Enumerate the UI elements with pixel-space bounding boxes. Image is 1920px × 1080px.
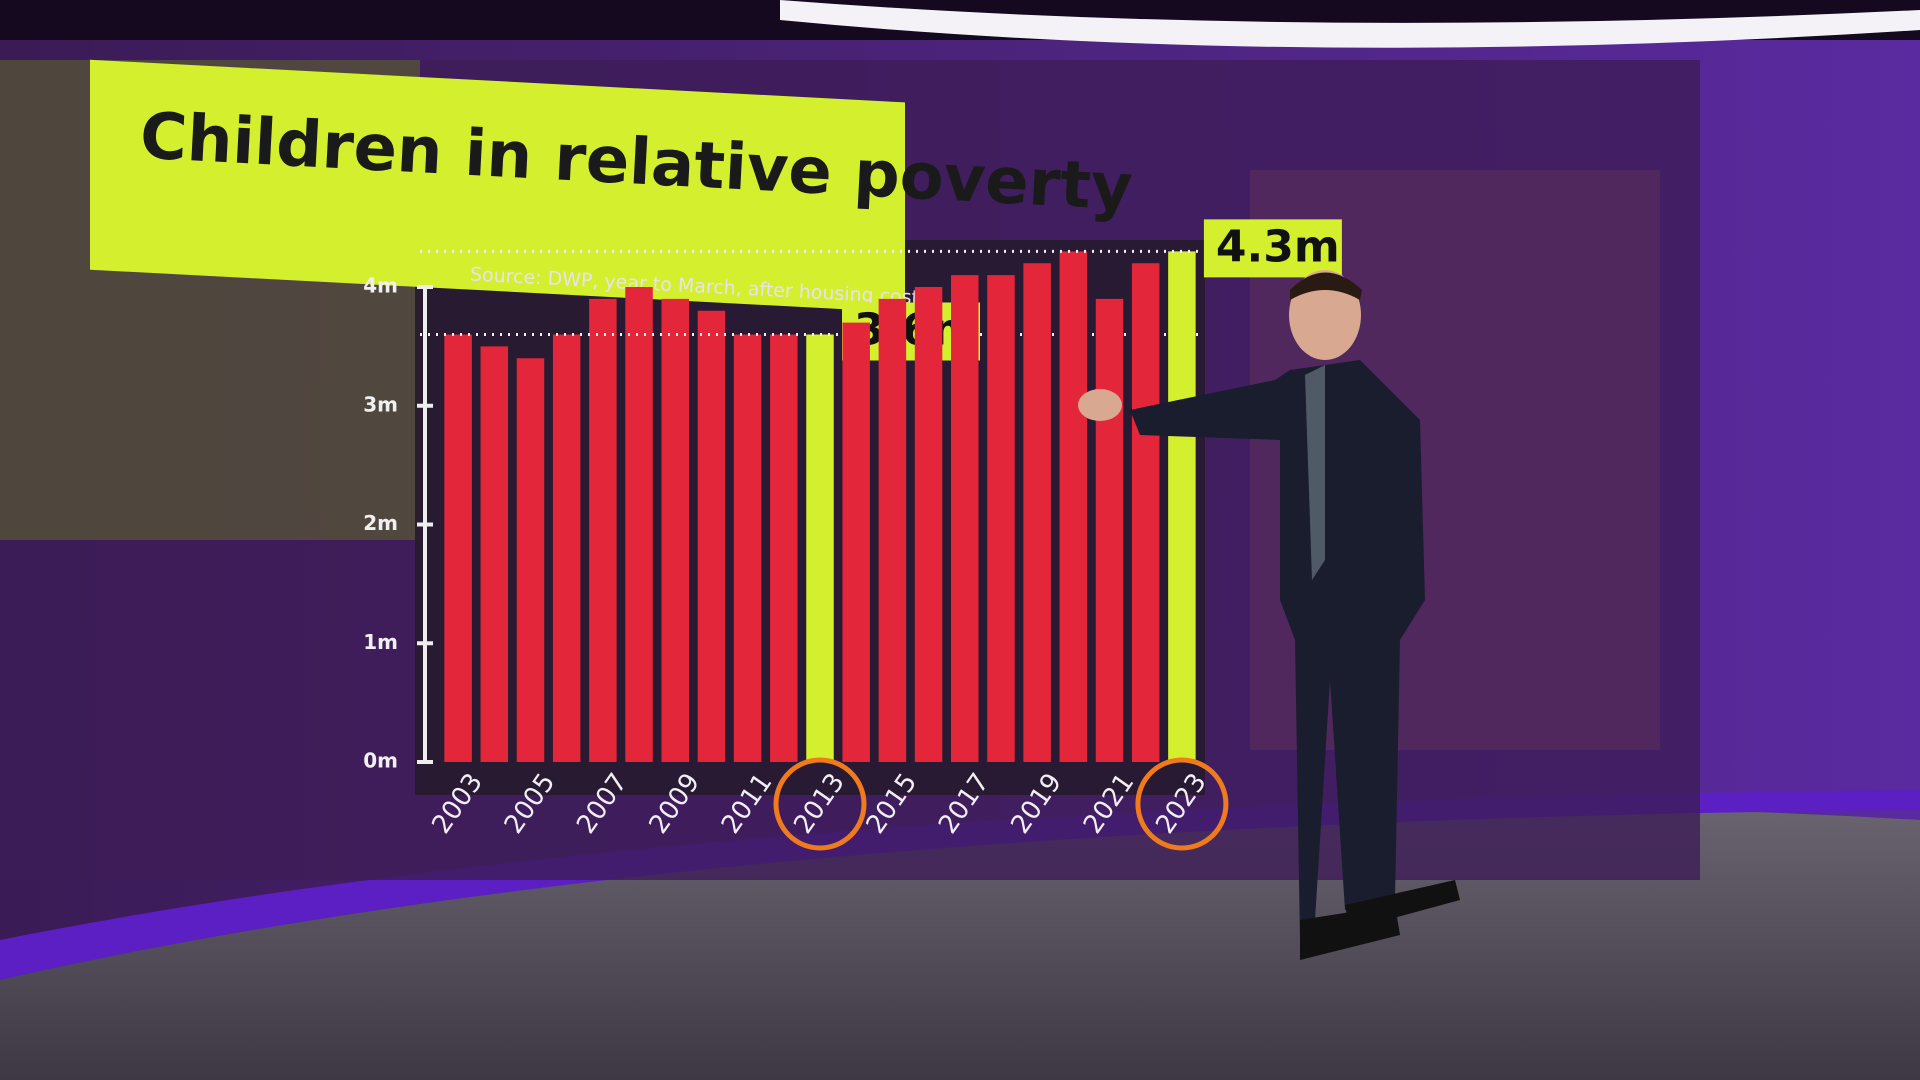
bar xyxy=(1023,263,1051,762)
bar xyxy=(589,298,617,762)
bar xyxy=(516,358,545,762)
bar xyxy=(444,334,472,762)
bar xyxy=(1131,263,1160,762)
bar xyxy=(1059,251,1088,762)
value-label-box xyxy=(1203,219,1342,278)
bar xyxy=(697,310,726,762)
bar xyxy=(914,287,943,762)
bar xyxy=(480,346,509,762)
bar xyxy=(951,275,979,762)
bar xyxy=(661,298,689,762)
bar xyxy=(878,298,907,762)
bar xyxy=(770,334,798,762)
ceiling-light xyxy=(780,0,1920,48)
y-tick-label: 3m xyxy=(363,392,398,416)
highlight-ring xyxy=(1135,757,1229,851)
bar xyxy=(552,334,581,762)
bar xyxy=(987,275,1015,762)
value-label: 4.3m xyxy=(1216,221,1340,272)
title-box xyxy=(90,59,905,313)
highlight-ring xyxy=(773,757,867,851)
bar xyxy=(806,334,834,762)
bar xyxy=(733,334,762,762)
y-tick-label: 4m xyxy=(363,274,398,298)
presenter xyxy=(1078,270,1460,960)
y-tick-label: 1m xyxy=(363,630,398,654)
bar xyxy=(625,287,653,762)
y-tick-label: 0m xyxy=(363,749,398,773)
bar xyxy=(842,322,870,762)
bar xyxy=(1095,298,1124,762)
y-tick-label: 2m xyxy=(363,511,398,535)
bar xyxy=(1168,251,1196,762)
